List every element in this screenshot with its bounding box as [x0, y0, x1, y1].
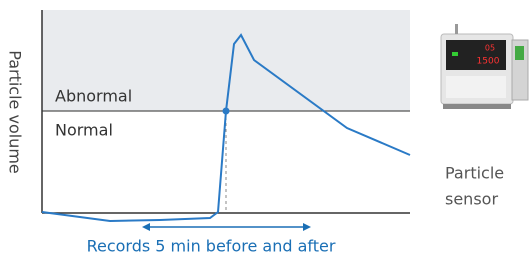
diagram: Particle volume Abnormal Normal Records …: [0, 0, 529, 264]
zone-label: Normal: [55, 121, 113, 140]
arrow-head: [303, 223, 311, 231]
device-label: sensor: [445, 190, 498, 209]
device-label: Particle: [445, 164, 504, 183]
zone-label: Abnormal: [55, 87, 132, 106]
svg-text:1500: 1500: [477, 57, 500, 67]
crossing-point: [223, 108, 230, 115]
caption: Records 5 min before and after: [87, 237, 336, 256]
y-axis-label: Particle volume: [6, 50, 25, 173]
sensor-device: 05 1500: [441, 24, 528, 109]
svg-text:05: 05: [485, 44, 495, 53]
arrow-head: [142, 223, 150, 231]
